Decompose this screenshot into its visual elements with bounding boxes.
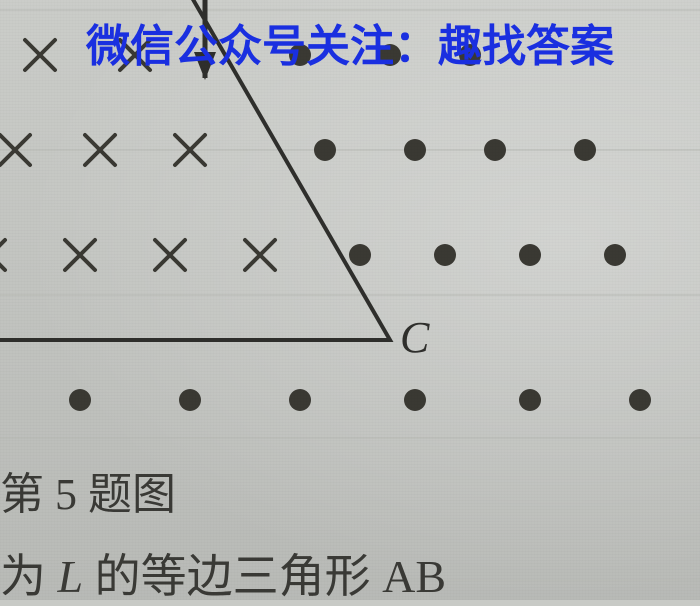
x-field bbox=[0, 40, 275, 270]
body-text-line: 为 L 的等边三角形 AB bbox=[0, 540, 446, 606]
body-text-prefix: 为 bbox=[0, 551, 58, 602]
body-text-suffix: 的等边三角形 AB bbox=[83, 551, 446, 602]
vertex-c-label: C bbox=[400, 313, 430, 362]
watermark-text: 微信公众号关注：趣找答案 bbox=[0, 10, 700, 74]
body-text-italic: L bbox=[58, 551, 84, 602]
figure-caption: 第 5 题图 bbox=[0, 458, 176, 522]
